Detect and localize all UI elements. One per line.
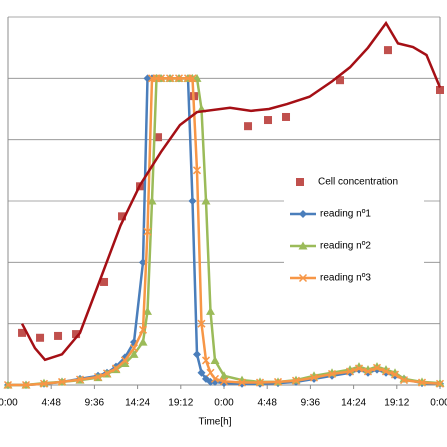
series — [3, 74, 445, 390]
marker — [154, 133, 163, 142]
marker — [193, 350, 201, 359]
x-axis-label: Time[h] — [199, 417, 232, 428]
legend-label: reading nº3 — [320, 273, 371, 284]
marker — [363, 367, 373, 376]
marker — [273, 377, 283, 386]
marker — [210, 374, 220, 383]
marker — [72, 330, 81, 339]
marker — [255, 378, 265, 387]
marker — [435, 379, 445, 388]
marker — [188, 197, 197, 205]
x-tick-label: 0:00 — [430, 398, 447, 409]
marker — [299, 210, 307, 218]
legend-label: Cell concentration — [318, 177, 398, 188]
marker — [57, 377, 67, 386]
marker — [165, 74, 175, 83]
marker — [298, 273, 308, 283]
legend-label: reading nº1 — [320, 209, 371, 220]
marker — [296, 178, 304, 186]
marker — [436, 85, 444, 94]
marker — [291, 376, 301, 385]
marker — [54, 331, 63, 340]
marker — [120, 359, 130, 368]
marker — [100, 277, 109, 286]
marker — [383, 46, 392, 55]
marker — [372, 363, 382, 372]
x-tick-label: 0:00 — [0, 398, 18, 409]
marker — [111, 364, 121, 373]
marker — [192, 166, 202, 175]
x-tick-label: 14:24 — [341, 398, 366, 409]
marker — [174, 74, 184, 83]
x-tick-label: 4:48 — [257, 398, 277, 409]
marker — [345, 367, 355, 376]
marker — [210, 355, 220, 364]
x-tick-label: 19:12 — [168, 398, 193, 409]
x-tick-label: 0:00 — [214, 398, 234, 409]
marker — [3, 380, 13, 390]
marker — [237, 378, 247, 387]
marker — [417, 378, 427, 387]
marker — [197, 368, 206, 377]
marker — [138, 325, 148, 334]
legend: Cell concentration reading nº1 reading nº2… — [284, 168, 424, 290]
marker — [188, 74, 197, 83]
legend-label: reading nº2 — [320, 241, 371, 252]
marker — [244, 122, 253, 131]
marker — [93, 372, 103, 382]
x-tick-label: 9:36 — [85, 398, 105, 409]
series-line — [8, 77, 441, 387]
marker — [399, 376, 409, 385]
marker — [143, 306, 152, 315]
marker — [21, 380, 31, 390]
marker — [219, 371, 229, 380]
x-tick-label: 4:48 — [41, 398, 61, 409]
x-tick-label: 9:36 — [301, 398, 321, 409]
marker — [381, 367, 391, 376]
marker — [118, 212, 127, 221]
marker — [75, 375, 85, 384]
marker — [309, 373, 319, 382]
trendline — [20, 20, 442, 362]
marker — [143, 227, 152, 236]
marker — [264, 116, 273, 125]
marker — [39, 379, 49, 388]
marker — [206, 306, 215, 315]
legend-background — [284, 168, 424, 290]
marker — [156, 74, 166, 83]
marker — [18, 328, 27, 337]
marker — [201, 356, 211, 365]
marker — [282, 112, 291, 121]
marker — [129, 344, 139, 353]
marker — [390, 370, 400, 379]
x-tick-label: 14:24 — [125, 398, 150, 409]
marker — [354, 364, 364, 373]
marker — [327, 369, 337, 378]
marker — [102, 369, 112, 378]
marker — [201, 196, 211, 205]
marker — [336, 76, 345, 85]
marker — [298, 241, 308, 250]
marker — [219, 377, 229, 386]
marker — [120, 356, 130, 365]
marker — [129, 349, 139, 358]
marker — [36, 333, 45, 342]
x-tick-label: 19:12 — [384, 398, 409, 409]
marker — [138, 337, 148, 346]
marker — [206, 377, 215, 386]
marker — [206, 368, 215, 377]
marker — [147, 196, 157, 205]
marker — [197, 319, 206, 328]
